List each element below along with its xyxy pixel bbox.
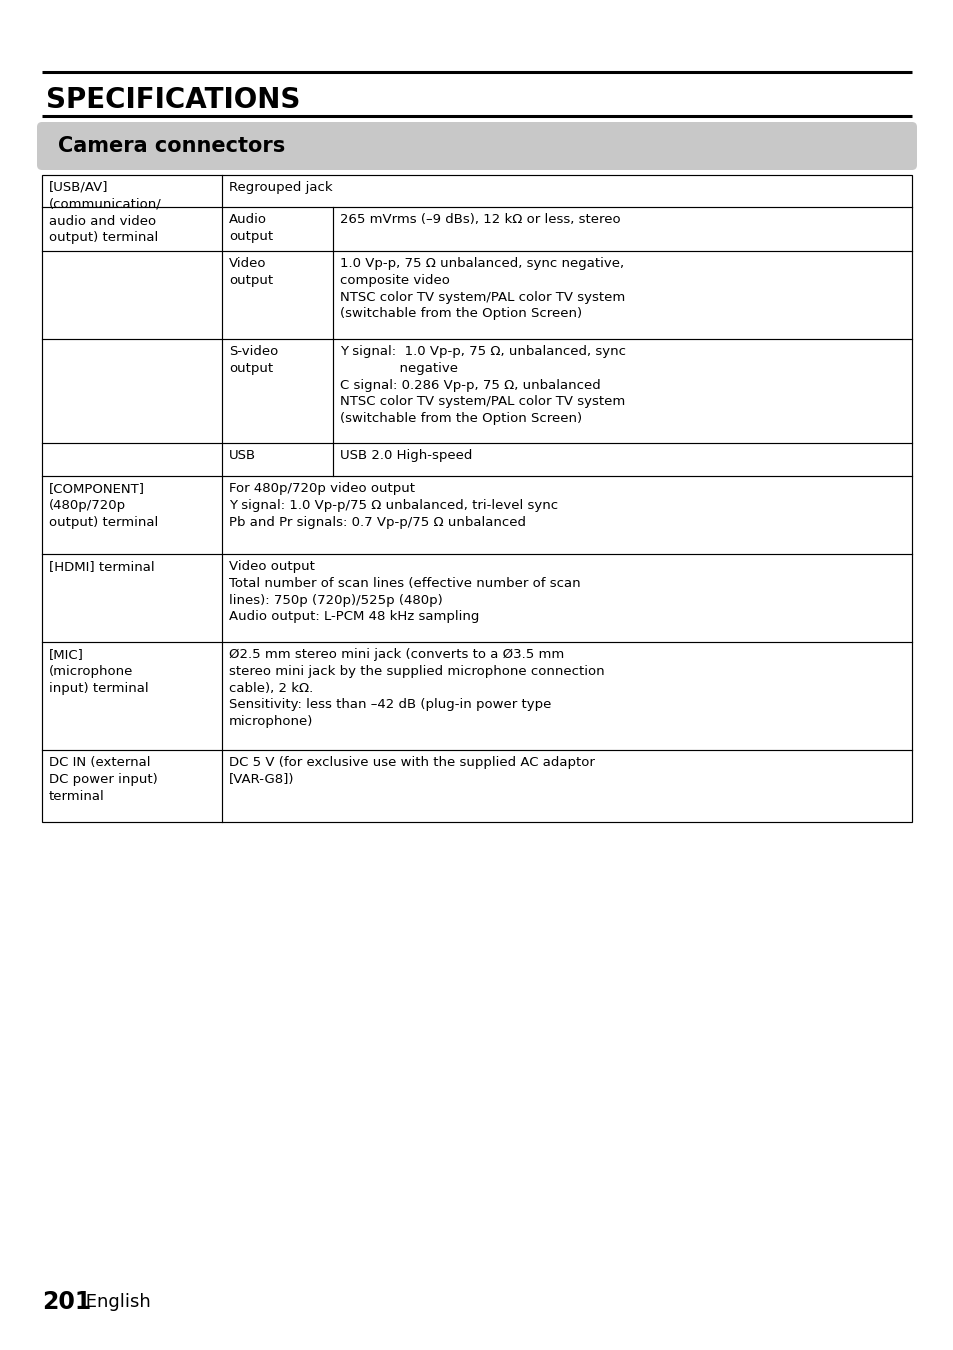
Text: S-video
output: S-video output (229, 346, 278, 375)
Text: SPECIFICATIONS: SPECIFICATIONS (46, 86, 300, 113)
Bar (42, 176, 911, 822)
Text: Ø2.5 mm stereo mini jack (converts to a Ø3.5 mm
stereo mini jack by the supplied: Ø2.5 mm stereo mini jack (converts to a … (229, 648, 604, 728)
Text: Video output
Total number of scan lines (effective number of scan
lines): 750p (: Video output Total number of scan lines … (229, 560, 580, 624)
Text: [MIC]
(microphone
input) terminal: [MIC] (microphone input) terminal (49, 648, 149, 695)
Text: [COMPONENT]
(480p/720p
output) terminal: [COMPONENT] (480p/720p output) terminal (49, 482, 158, 529)
Text: Video
output: Video output (229, 256, 273, 286)
Text: USB: USB (229, 450, 256, 462)
Text: For 480p/720p video output
Y signal: 1.0 Vp-p/75 Ω unbalanced, tri-level sync
Pb: For 480p/720p video output Y signal: 1.0… (229, 482, 558, 529)
Text: Y signal:  1.0 Vp-p, 75 Ω, unbalanced, sync
              negative
C signal: 0.2: Y signal: 1.0 Vp-p, 75 Ω, unbalanced, sy… (340, 346, 626, 425)
Text: 265 mVrms (–9 dBs), 12 kΩ or less, stereo: 265 mVrms (–9 dBs), 12 kΩ or less, stere… (340, 213, 620, 225)
Text: [USB/AV]
(communication/
audio and video
output) terminal: [USB/AV] (communication/ audio and video… (49, 181, 162, 244)
Text: DC 5 V (for exclusive use with the supplied AC adaptor
[VAR-G8]): DC 5 V (for exclusive use with the suppl… (229, 756, 595, 786)
Text: 201: 201 (42, 1291, 91, 1314)
Text: English: English (80, 1293, 151, 1311)
Text: Camera connectors: Camera connectors (58, 136, 285, 157)
Text: Regrouped jack: Regrouped jack (229, 181, 333, 194)
Text: USB 2.0 High-speed: USB 2.0 High-speed (340, 450, 473, 462)
FancyBboxPatch shape (37, 122, 916, 170)
Text: DC IN (external
DC power input)
terminal: DC IN (external DC power input) terminal (49, 756, 157, 803)
Text: [HDMI] terminal: [HDMI] terminal (49, 560, 154, 572)
Text: 1.0 Vp-p, 75 Ω unbalanced, sync negative,
composite video
NTSC color TV system/P: 1.0 Vp-p, 75 Ω unbalanced, sync negative… (340, 256, 625, 320)
Text: Audio
output: Audio output (229, 213, 273, 243)
